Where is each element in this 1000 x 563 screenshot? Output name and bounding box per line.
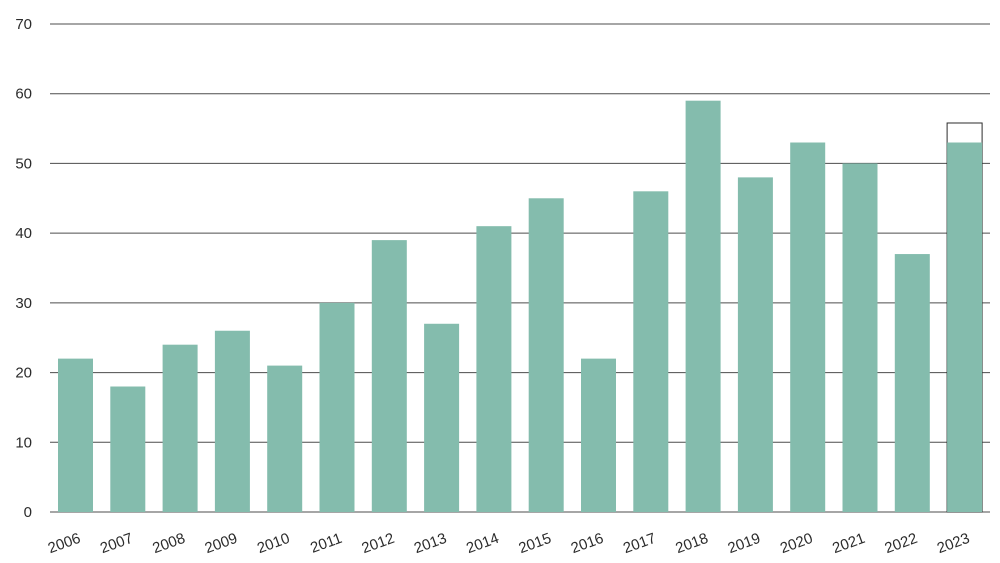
bar-2006 xyxy=(58,358,93,512)
x-tick-label: 2007 xyxy=(98,530,135,557)
bar-2013 xyxy=(424,323,460,512)
bar-2019 xyxy=(737,177,773,512)
x-tick-label: 2015 xyxy=(516,530,553,557)
x-axis-ticks: 2006 2007 2008 2009 2010 2011 2012 2013 2014 2015… xyxy=(46,530,972,557)
x-tick-label: 2008 xyxy=(150,530,187,557)
x-tick-label: 2020 xyxy=(778,530,815,557)
bar-2020 xyxy=(790,142,826,512)
bar-2014 xyxy=(476,226,512,512)
bar-2015 xyxy=(528,198,564,513)
x-tick-label: 2018 xyxy=(673,530,710,557)
grid-layer xyxy=(50,23,990,513)
y-tick-label: 0 xyxy=(24,504,32,521)
y-tick-label: 60 xyxy=(15,86,32,103)
bar-2008 xyxy=(162,344,198,512)
x-tick-label: 2006 xyxy=(46,530,83,557)
x-tick-label: 2021 xyxy=(830,530,867,557)
y-tick-label: 30 xyxy=(15,295,32,312)
x-tick-label: 2016 xyxy=(569,530,606,557)
x-tick-label: 2017 xyxy=(621,530,658,557)
bar-2016 xyxy=(581,358,616,512)
x-tick-label: 2011 xyxy=(308,530,344,557)
y-tick-label: 40 xyxy=(15,225,32,242)
y-tick-label: 20 xyxy=(15,365,32,382)
x-tick-label: 2010 xyxy=(255,530,292,557)
x-tick-label: 2019 xyxy=(726,530,763,557)
bar-2023 xyxy=(947,142,983,512)
x-tick-label: 2022 xyxy=(882,530,919,557)
bar-2011 xyxy=(319,302,355,512)
x-tick-label: 2023 xyxy=(935,530,972,557)
bar-2017 xyxy=(633,191,669,513)
bar-2022 xyxy=(894,254,930,513)
y-tick-label: 10 xyxy=(15,434,32,451)
x-tick-label: 2012 xyxy=(359,530,396,557)
x-tick-label: 2009 xyxy=(203,530,240,557)
bar-2021 xyxy=(842,163,878,512)
bar-2007 xyxy=(110,386,146,512)
bar-2012 xyxy=(371,240,407,512)
y-axis-ticks: 0 10 20 30 40 50 60 70 xyxy=(15,16,32,521)
bar-2018 xyxy=(685,100,721,512)
y-tick-label: 50 xyxy=(15,155,32,172)
y-tick-label: 70 xyxy=(15,16,32,33)
x-tick-label: 2014 xyxy=(464,530,501,557)
x-tick-label: 2013 xyxy=(412,530,449,557)
bars xyxy=(58,100,983,513)
bar-2009 xyxy=(214,330,250,512)
bar-2010 xyxy=(267,365,303,512)
